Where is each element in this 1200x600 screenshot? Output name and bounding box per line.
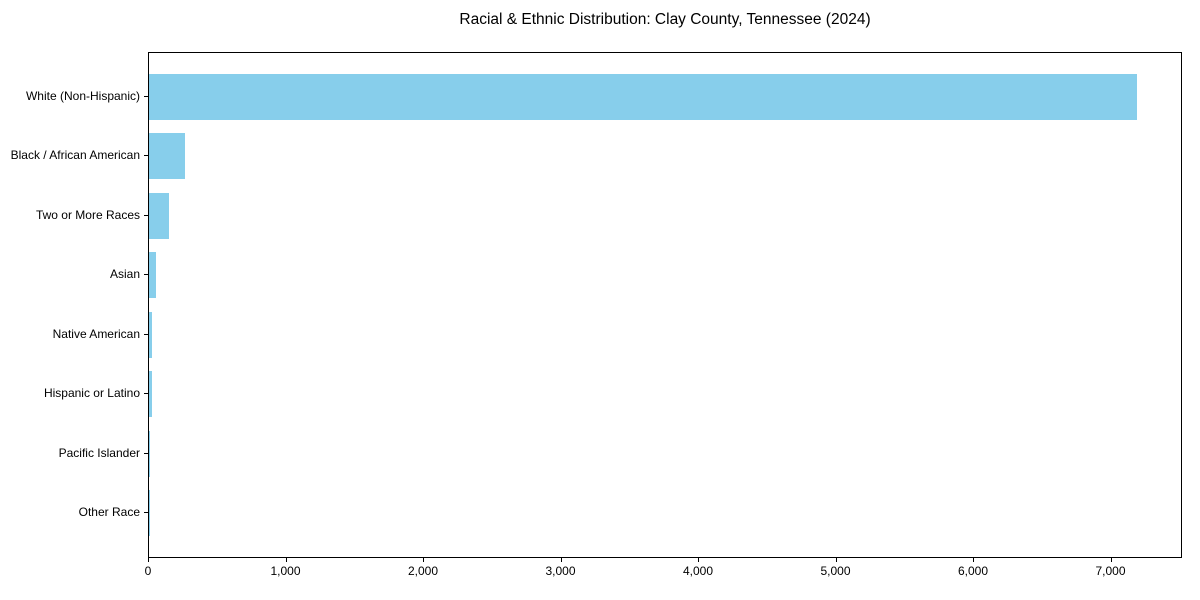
x-tick-label: 1,000 [270,564,301,578]
bar-row [149,484,1181,544]
y-tick-mark [144,155,148,157]
x-tick-mark [285,558,287,562]
y-tick-mark [144,512,148,514]
y-tick-label: Hispanic or Latino [43,386,140,401]
bar [149,371,153,418]
bar [149,192,169,239]
x-tick-label: 3,000 [545,564,576,578]
x-tick-label: 2,000 [407,564,439,578]
x-tick-mark [698,558,699,562]
x-tick-label: 0 [144,564,152,578]
x-tick-mark [973,558,974,562]
y-tick-label: Two or More Races [35,207,140,222]
x-tick-mark [835,558,837,562]
x-tick-label: 6,000 [957,564,989,578]
y-tick-mark [144,333,148,335]
x-tick-label: 5,000 [820,564,851,578]
plot-area [148,52,1182,558]
y-tick-label: Pacific Islander [58,445,140,460]
bar [149,73,1138,120]
x-tick-mark [560,558,562,562]
x-tick-mark [148,558,149,562]
y-tick-mark [144,393,148,395]
y-tick-label: Other Race [78,505,140,520]
x-tick-label: 4,000 [682,564,714,578]
chart-title: Racial & Ethnic Distribution: Clay Count… [459,11,871,28]
bar [149,133,185,180]
bar-row [149,186,1181,246]
x-tick-label: 7,000 [1095,564,1126,578]
bar-row [149,246,1181,306]
bar-row [149,305,1181,365]
bar [149,311,153,358]
bar [149,252,156,299]
y-tick-label: Native American [52,326,140,341]
y-tick-mark [144,274,148,276]
bar-row [149,424,1181,484]
y-tick-label: White (Non-Hispanic) [25,88,140,103]
bar-row [149,67,1181,127]
y-tick-label: Black / African American [10,148,140,163]
y-tick-mark [144,95,148,97]
bar-row [149,127,1181,187]
x-tick-mark [1110,558,1112,562]
y-tick-label: Asian [109,267,140,282]
bars-layer [149,67,1181,543]
x-tick-mark [423,558,424,562]
y-tick-mark [144,452,148,454]
y-tick-mark [144,214,148,216]
bar-row [149,365,1181,425]
